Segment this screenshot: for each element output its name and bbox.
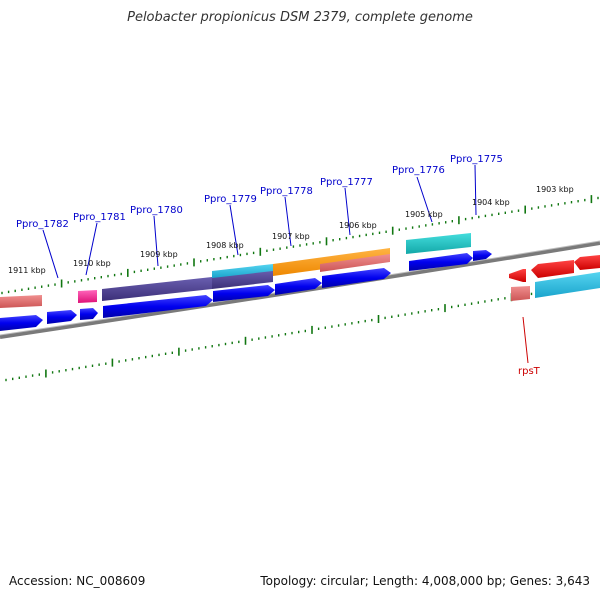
- pink-band: [78, 290, 97, 303]
- kbp-label: 1907 kbp: [272, 232, 310, 241]
- red-arrow[interactable]: [574, 255, 600, 270]
- gene-label-rpst[interactable]: rpsT: [518, 366, 541, 377]
- kbp-label: 1911 kbp: [8, 266, 46, 275]
- cds-arrow[interactable]: [473, 250, 492, 261]
- rps-arrow[interactable]: [509, 269, 526, 282]
- gene-label-ppro-1777[interactable]: Ppro_1777: [320, 177, 373, 188]
- gene-label-ppro-1778[interactable]: Ppro_1778: [260, 186, 313, 197]
- leader-line: [416, 176, 433, 223]
- leader-lines: [42, 164, 529, 364]
- gene-label-ppro-1781[interactable]: Ppro_1781: [73, 212, 126, 223]
- teal-band: [406, 233, 471, 254]
- leader-line: [229, 204, 239, 256]
- cds-track: [0, 250, 600, 331]
- orange-band: [273, 248, 390, 276]
- kbp-label: 1906 kbp: [339, 221, 377, 230]
- feature-track: [0, 233, 600, 308]
- leader-line: [153, 215, 159, 267]
- outer-tick-row: [1, 195, 599, 295]
- kbp-label: 1909 kbp: [140, 250, 178, 259]
- kbp-label: 1910 kbp: [73, 259, 111, 268]
- leader-line: [344, 187, 351, 236]
- cds-arrow[interactable]: [322, 268, 391, 288]
- gene-label-ppro-1779[interactable]: Ppro_1779: [204, 194, 257, 205]
- cds-arrow[interactable]: [47, 310, 77, 324]
- cyan-band: [212, 264, 273, 278]
- cyan-band-right: [535, 272, 600, 298]
- gene-label-ppro-1780[interactable]: Ppro_1780: [130, 205, 183, 216]
- gene-label-ppro-1782[interactable]: Ppro_1782: [16, 219, 69, 230]
- cds-arrow[interactable]: [409, 253, 473, 271]
- kbp-label: 1905 kbp: [405, 210, 443, 219]
- leader-line: [42, 229, 59, 279]
- kbp-label: 1904 kbp: [472, 198, 510, 207]
- leader-line: [474, 164, 477, 216]
- cds-arrow[interactable]: [103, 295, 213, 318]
- leader-line: [284, 196, 292, 247]
- salmon-band-mid: [320, 254, 390, 272]
- kbp-label: 1903 kbp: [536, 185, 574, 194]
- gene-label-ppro-1775[interactable]: Ppro_1775: [450, 154, 503, 165]
- purple-band-2: [212, 270, 273, 289]
- purple-band: [102, 277, 212, 301]
- cds-arrow[interactable]: [275, 278, 322, 295]
- salmon-band-left: [0, 295, 42, 308]
- cds-arrow[interactable]: [0, 315, 43, 331]
- genome-summary-text: Topology: circular; Length: 4,008,000 bp…: [260, 574, 590, 588]
- leader-line-rps: [522, 316, 529, 364]
- salmon-band-right: [511, 286, 530, 301]
- gene-label-ppro-1776[interactable]: Ppro_1776: [392, 165, 445, 176]
- leader-line: [85, 222, 98, 276]
- kbp-label: 1908 kbp: [206, 241, 244, 250]
- cds-arrow[interactable]: [213, 285, 275, 302]
- cds-arrow[interactable]: [80, 308, 98, 320]
- genome-title: Pelobacter propionicus DSM 2379, complet…: [127, 10, 473, 25]
- red-arrow[interactable]: [531, 260, 574, 278]
- accession-text: Accession: NC_008609: [9, 574, 146, 588]
